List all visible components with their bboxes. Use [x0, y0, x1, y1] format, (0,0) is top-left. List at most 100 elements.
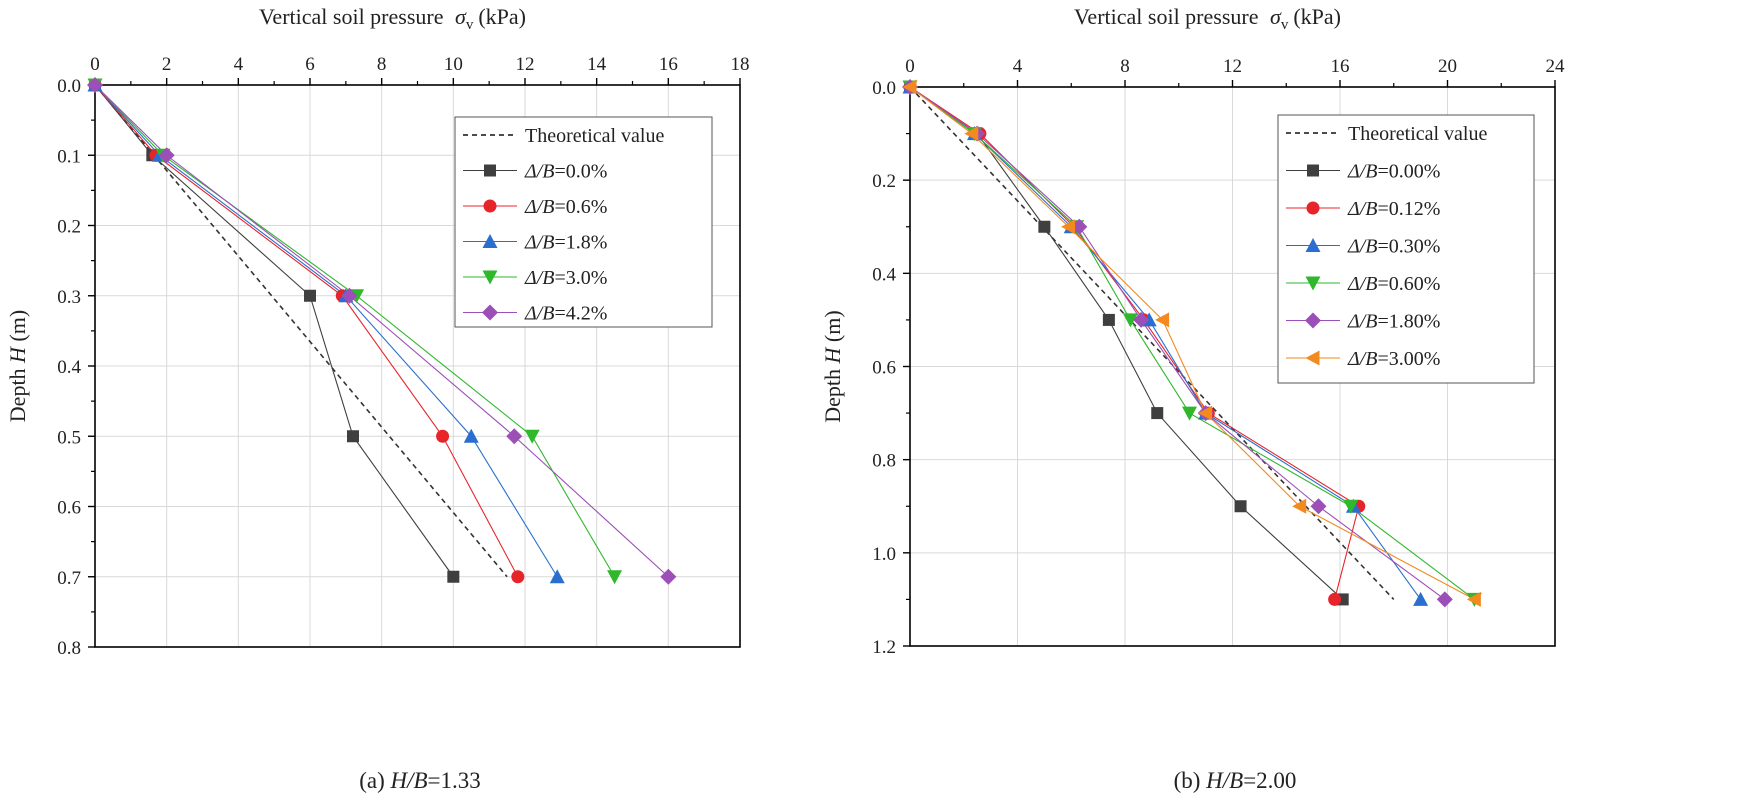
- x-tick-label: 8: [1120, 56, 1130, 77]
- data-point: [158, 147, 175, 164]
- y-tick-label: 0.6: [57, 498, 81, 519]
- y-tick-label: 0.0: [57, 76, 81, 97]
- x-tick-label: 12: [1223, 56, 1242, 77]
- theoretical-line: [94, 84, 508, 578]
- y-tick-label: 0.4: [872, 264, 896, 285]
- y-tick-label: 0.7: [57, 568, 81, 589]
- legend-label-1: Δ/B=0.12%: [1347, 198, 1440, 220]
- y-axis-title: Depth H (m): [5, 310, 30, 422]
- series-markers-5: [902, 79, 1481, 607]
- data-point: [1466, 591, 1481, 607]
- data-point: [1436, 591, 1453, 608]
- data-point: [436, 429, 450, 443]
- data-point: [1122, 313, 1138, 328]
- legend-label-2: Δ/B=0.30%: [1347, 236, 1440, 258]
- data-point: [304, 289, 316, 302]
- data-point: [1343, 499, 1359, 514]
- legend: Theoretical value Δ/B=0.00% Δ/B=0.12% Δ/B=0…: [1277, 114, 1535, 384]
- legend-label-4: Δ/B=4.2%: [524, 303, 607, 325]
- data-point: [1071, 218, 1088, 235]
- legend-marker-4: [482, 304, 498, 321]
- legend-box: [1277, 114, 1535, 384]
- data-point: [607, 570, 623, 585]
- x-axis-title: Vertical soil pressure σv (kPa): [259, 4, 526, 33]
- x-tick-label: 12: [516, 54, 535, 75]
- y-tick-label: 0.6: [872, 358, 896, 379]
- legend-marker-1: [1306, 201, 1320, 215]
- data-point: [463, 428, 479, 443]
- data-point: [1292, 498, 1307, 514]
- legend: Theoretical value Δ/B=0.0% Δ/B=0.6% Δ/B=1.8…: [454, 116, 713, 328]
- data-point: [347, 430, 359, 443]
- data-point: [1234, 500, 1247, 513]
- data-point: [511, 570, 525, 584]
- legend-label-3: Δ/B=3.0%: [524, 267, 607, 289]
- chart-panel-a: 0 2 4 6 8 10 12 14 16 18 0.0 0.1 0.2 0.3 0.4 0.5 0.6 0.7 0…: [5, 4, 750, 793]
- data-point: [1038, 220, 1051, 233]
- data-point: [1182, 406, 1197, 421]
- legend-marker-0: [484, 164, 496, 177]
- y-tick-label: 0.4: [57, 357, 81, 378]
- legend-label-3: Δ/B=0.60%: [1347, 273, 1440, 295]
- legend-box: [454, 116, 713, 328]
- x-tick-label: 16: [659, 54, 678, 75]
- x-tick-label: 0: [90, 54, 100, 75]
- panel-caption-a: (a) H/B=1.33: [359, 768, 481, 793]
- y-tick-label: 0.8: [57, 638, 81, 659]
- x-tick-label: 24: [1546, 56, 1566, 77]
- y-tick-label: 1.2: [872, 637, 896, 658]
- legend-marker-3: [1305, 276, 1321, 291]
- data-point: [1198, 405, 1213, 421]
- y-tick-label: 0.0: [872, 78, 896, 99]
- data-point: [1151, 407, 1164, 420]
- legend-marker-2: [482, 234, 498, 248]
- data-point: [1155, 312, 1170, 328]
- data-point: [447, 570, 460, 583]
- data-point: [1102, 313, 1115, 326]
- data-point: [549, 569, 565, 584]
- legend-marker-3: [482, 270, 498, 285]
- legend-label-theoretical: Theoretical value: [1348, 123, 1487, 145]
- y-tick-label: 1.0: [872, 544, 896, 565]
- x-tick-label: 0: [905, 56, 915, 77]
- data-point: [660, 568, 677, 585]
- legend-marker-5: [1305, 350, 1320, 366]
- x-tick-label: 20: [1438, 56, 1457, 77]
- legend-label-0: Δ/B=0.00%: [1347, 161, 1440, 183]
- legend-marker-4: [1305, 312, 1321, 329]
- panel-caption-b: (b) H/B=2.00: [1174, 768, 1297, 793]
- y-tick-label: 0.2: [57, 217, 81, 238]
- data-point: [341, 287, 358, 304]
- x-tick-label: 8: [377, 54, 387, 75]
- x-tick-label: 4: [1013, 56, 1023, 77]
- legend-label-theoretical: Theoretical value: [525, 125, 664, 147]
- x-axis-title: Vertical soil pressure σv (kPa): [1074, 4, 1341, 33]
- x-tick-label: 16: [1331, 56, 1350, 77]
- y-tick-label: 0.8: [872, 451, 896, 472]
- x-tick-label: 6: [305, 54, 315, 75]
- chart-panel-b: 0 4 8 12 16 20 24 0.0 0.2 0.4 0.6 0.8 1.0 1.2 Vertical…: [820, 4, 1565, 793]
- data-point: [1061, 219, 1076, 235]
- data-point: [1413, 591, 1429, 606]
- x-tick-label: 10: [444, 54, 463, 75]
- y-tick-label: 0.5: [57, 427, 81, 448]
- x-tick-label: 14: [587, 54, 607, 75]
- legend-label-5: Δ/B=3.00%: [1347, 348, 1440, 370]
- data-point: [902, 79, 917, 95]
- legend-label-4: Δ/B=1.80%: [1347, 311, 1440, 333]
- legend-marker-1: [483, 199, 497, 213]
- y-axis-title: Depth H (m): [820, 310, 845, 422]
- data-point: [87, 77, 103, 93]
- series-markers-4: [87, 77, 677, 585]
- data-point: [524, 429, 540, 444]
- x-tick-label: 4: [234, 54, 244, 75]
- x-tick-label: 2: [162, 54, 172, 75]
- y-tick-label: 0.3: [57, 287, 81, 308]
- data-point: [1328, 592, 1342, 606]
- legend-marker-2: [1305, 238, 1321, 252]
- legend-label-2: Δ/B=1.8%: [524, 232, 607, 254]
- legend-label-1: Δ/B=0.6%: [524, 196, 607, 218]
- data-point: [1310, 498, 1327, 515]
- data-point: [506, 428, 523, 445]
